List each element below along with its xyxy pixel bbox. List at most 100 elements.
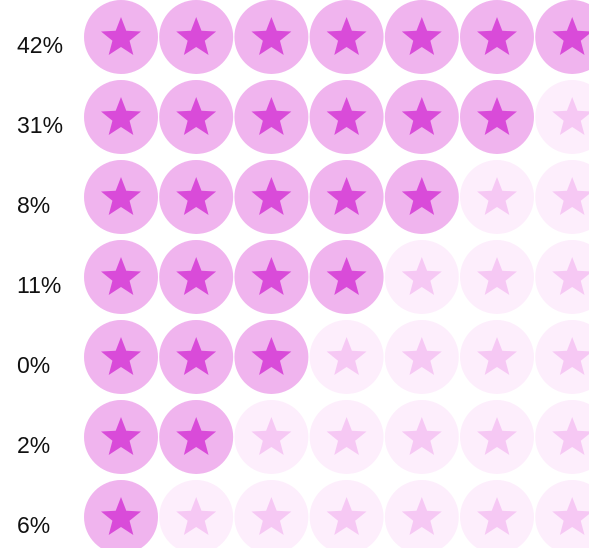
star-icon (401, 17, 442, 55)
star-empty (535, 480, 589, 548)
star-filled (84, 400, 158, 474)
star-icon (251, 257, 292, 295)
star-icon (101, 337, 141, 375)
star-icon (326, 257, 367, 295)
star-icon (401, 97, 442, 135)
star-icon (477, 97, 517, 135)
star-filled (84, 0, 158, 74)
star-icon (176, 177, 217, 215)
star-filled (234, 160, 309, 234)
star-empty (460, 480, 534, 548)
star-empty (460, 400, 534, 474)
star-empty (535, 160, 589, 234)
star-filled (159, 160, 234, 234)
percent-label: 42% (17, 32, 63, 58)
star-icon (326, 497, 367, 535)
star-filled (309, 160, 384, 234)
star-icon (251, 497, 292, 535)
star-icon (552, 177, 589, 215)
star-filled (159, 320, 234, 394)
star-filled (234, 240, 309, 314)
star-icon (401, 497, 442, 535)
star-filled (309, 240, 384, 314)
star-empty (535, 240, 589, 314)
star-icon (326, 177, 367, 215)
star-icon (552, 497, 589, 535)
star-filled (159, 80, 234, 154)
star-filled (159, 400, 234, 474)
star-icon (552, 417, 589, 455)
star-icon (477, 17, 517, 55)
star-icon (401, 337, 442, 375)
percent-label: 2% (17, 432, 50, 458)
star-filled (84, 320, 158, 394)
star-icon (101, 257, 141, 295)
star-filled (159, 0, 234, 74)
star-filled (384, 0, 459, 74)
percent-label: 0% (17, 352, 50, 378)
star-icon (477, 177, 517, 215)
star-icon (251, 337, 292, 375)
star-empty (159, 480, 234, 548)
star-icon (101, 97, 141, 135)
star-empty (535, 80, 589, 154)
star-icon (101, 177, 141, 215)
star-empty (309, 400, 384, 474)
star-icon (401, 177, 442, 215)
percent-label: 6% (17, 512, 50, 538)
star-icon (176, 497, 217, 535)
star-filled (384, 160, 459, 234)
percent-label: 8% (17, 192, 50, 218)
star-filled (535, 0, 589, 74)
star-filled (234, 80, 309, 154)
star-empty (234, 480, 309, 548)
star-empty (384, 480, 459, 548)
star-icon (176, 337, 217, 375)
star-filled (384, 80, 459, 154)
star-filled (460, 0, 534, 74)
star-icon (552, 337, 589, 375)
star-empty (535, 320, 589, 394)
star-icon (326, 417, 367, 455)
star-filled (234, 320, 309, 394)
star-empty (384, 400, 459, 474)
star-icon (101, 497, 141, 535)
star-empty (460, 320, 534, 394)
star-icon (477, 497, 517, 535)
star-icon (326, 337, 367, 375)
percent-label: 31% (17, 112, 63, 138)
star-empty (309, 320, 384, 394)
star-icon (326, 17, 367, 55)
star-icon (101, 417, 141, 455)
star-icon (552, 257, 589, 295)
star-icon (176, 97, 217, 135)
star-icon (477, 257, 517, 295)
percent-label: 11% (17, 272, 61, 298)
star-icon (552, 17, 589, 55)
star-icon (401, 417, 442, 455)
star-icon (401, 257, 442, 295)
star-empty (384, 320, 459, 394)
star-empty (460, 160, 534, 234)
star-icon (251, 17, 292, 55)
star-icon (101, 17, 141, 55)
star-icon (552, 97, 589, 135)
star-icon (176, 257, 217, 295)
star-filled (309, 0, 384, 74)
star-icon (477, 417, 517, 455)
star-empty (234, 400, 309, 474)
star-filled (84, 160, 158, 234)
star-filled (309, 80, 384, 154)
star-empty (460, 240, 534, 314)
star-empty (384, 240, 459, 314)
star-icon (251, 177, 292, 215)
star-empty (309, 480, 384, 548)
star-filled (84, 480, 158, 548)
star-icon (176, 417, 217, 455)
star-filled (84, 80, 158, 154)
star-icon (326, 97, 367, 135)
star-icon (176, 17, 217, 55)
star-filled (159, 240, 234, 314)
star-icon (477, 337, 517, 375)
